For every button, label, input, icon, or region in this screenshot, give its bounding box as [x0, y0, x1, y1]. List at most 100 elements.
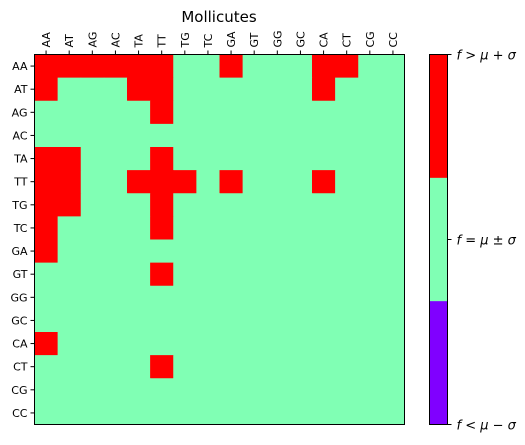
heatmap-cell-CC-GT	[242, 401, 267, 425]
heatmap-cell-CC-GG	[265, 401, 290, 425]
heatmap-cell-GA-CA	[312, 239, 336, 264]
heatmap-cell-AT-AT	[57, 77, 82, 102]
heatmap-cell-TG-CG	[358, 193, 382, 217]
heatmap-cell-AT-GC	[288, 77, 313, 102]
heatmap-cell-CG-GC	[288, 378, 313, 402]
heatmap-cell-GC-CG	[358, 308, 382, 333]
heatmap-cell-AA-TC	[196, 54, 220, 79]
heatmap-cell-TA-TA	[127, 147, 151, 171]
heatmap-cell-CG-TG	[173, 378, 197, 402]
heatmap-cell-AA-TT	[150, 54, 174, 79]
heatmap-cell-AT-TC	[196, 77, 220, 102]
heatmap-cell-GC-AC	[103, 308, 128, 333]
heatmap-cell-TA-GC	[288, 147, 313, 171]
heatmap-cell-CC-TG	[173, 401, 197, 425]
heatmap-cell-CA-TC	[196, 332, 220, 356]
heatmap-cell-GG-GT	[242, 285, 267, 310]
heatmap-cell-CA-AC	[103, 332, 128, 356]
heatmap-cell-TC-AG	[80, 216, 105, 240]
heatmap-cell-TT-TA	[127, 170, 151, 194]
heatmap-cell-TA-TG	[173, 147, 197, 171]
heatmap-cell-CA-AG	[80, 332, 105, 356]
heatmap-cell-TT-CC	[381, 170, 405, 194]
heatmap-cell-CC-AG	[80, 401, 105, 425]
heatmap-cell-CT-TC	[196, 355, 220, 379]
heatmap-cell-CA-AT	[57, 332, 82, 356]
heatmap-cell-GT-GA	[219, 262, 244, 287]
heatmap-cell-GA-TC	[196, 239, 220, 264]
heatmap-cell-TG-TG	[173, 193, 197, 217]
heatmap-cell-GG-TT	[150, 285, 174, 310]
heatmap-cell-CG-GA	[219, 378, 244, 402]
heatmap-cell-CG-CG	[358, 378, 382, 402]
heatmap-cell-CT-AC	[103, 355, 128, 379]
heatmap-cell-GA-AA	[34, 239, 59, 264]
heatmap-cell-GG-TG	[173, 285, 197, 310]
heatmap-cell-GA-TA	[127, 239, 151, 264]
heatmap-cell-TC-GA	[219, 216, 244, 240]
y-tick-label-GC: GC	[11, 314, 28, 327]
heatmap-cell-GT-CT	[335, 262, 359, 287]
heatmap-cell-AT-CA	[312, 77, 336, 102]
y-tick-label-AG: AG	[12, 106, 28, 119]
x-tick-label-AC: AC	[109, 32, 122, 47]
heatmap-cell-AA-GT	[242, 54, 267, 79]
heatmap-cell-TG-GG	[265, 193, 290, 217]
heatmap-cell-CA-CT	[335, 332, 359, 356]
heatmap-cell-TA-CG	[358, 147, 382, 171]
heatmap-cell-TT-GC	[288, 170, 313, 194]
colorbar-segment	[429, 301, 448, 425]
colorbar: f < μ − σ f = μ ± σ f > μ + σ	[429, 49, 517, 434]
heatmap-cell-AT-GA	[219, 77, 244, 102]
heatmap-cell-AC-AG	[80, 123, 105, 148]
heatmap-cell-TT-TC	[196, 170, 220, 194]
y-tick-label-CG: CG	[11, 384, 27, 397]
heatmap-cell-TG-CT	[335, 193, 359, 217]
heatmap-cell-GC-CC	[381, 308, 405, 333]
heatmap-cell-TT-CA	[312, 170, 336, 194]
heatmap-cell-TT-GT	[242, 170, 267, 194]
heatmap-cell-AG-GT	[242, 100, 267, 125]
heatmap-cell-AA-AA	[34, 54, 59, 79]
heatmap-cell-AA-CT	[335, 54, 359, 79]
y-tick-label-CA: CA	[12, 338, 28, 351]
heatmap-cell-AT-AG	[80, 77, 105, 102]
heatmap-cell-GG-CG	[358, 285, 382, 310]
heatmap-cell-CT-AA	[34, 355, 59, 379]
heatmap-cell-GA-AC	[103, 239, 128, 264]
heatmap-cell-AG-AC	[103, 100, 128, 125]
heatmap-cell-CA-CA	[312, 332, 336, 356]
heatmap-cell-AC-TG	[173, 123, 197, 148]
x-tick-label-CG: CG	[364, 31, 377, 47]
heatmap-cell-AA-GC	[288, 54, 313, 79]
x-tick-label-GA: GA	[225, 31, 238, 48]
heatmap-cell-TG-AC	[103, 193, 128, 217]
heatmap-cell-CG-CT	[335, 378, 359, 402]
heatmap-cell-CA-GA	[219, 332, 244, 356]
heatmap-cell-AG-CG	[358, 100, 382, 125]
y-tick-label-GA: GA	[11, 245, 28, 258]
heatmap-cell-TT-GG	[265, 170, 290, 194]
heatmap-cell-AA-AT	[57, 54, 82, 79]
heatmap-cell-CT-TT	[150, 355, 174, 379]
heatmap-cell-GC-CT	[335, 308, 359, 333]
heatmap-cell-GG-CT	[335, 285, 359, 310]
x-tick-label-CA: CA	[318, 32, 331, 48]
x-axis-ticks: AA AT AG AC TA TT TG TC GA GT GG GC CA CT CG CC	[40, 30, 400, 55]
heatmap-cell-TT-AA	[34, 170, 59, 194]
heatmap-cell-CG-AC	[103, 378, 128, 402]
heatmap-cell-AC-TC	[196, 123, 220, 148]
heatmap-cell-GC-AG	[80, 308, 105, 333]
heatmap-cell-TG-GC	[288, 193, 313, 217]
plot-frame	[34, 54, 405, 425]
heatmap-cell-TC-CA	[312, 216, 336, 240]
x-tick-label-AA: AA	[40, 32, 53, 48]
x-tick-label-CT: CT	[341, 33, 354, 48]
heatmap-cell-GT-CC	[381, 262, 405, 287]
heatmap-cell-TT-CT	[335, 170, 359, 194]
heatmap-cell-CT-TA	[127, 355, 151, 379]
heatmap-cell-TA-TC	[196, 147, 220, 171]
heatmap-cell-AA-AC	[103, 54, 128, 79]
heatmap-cell-GG-GA	[219, 285, 244, 310]
